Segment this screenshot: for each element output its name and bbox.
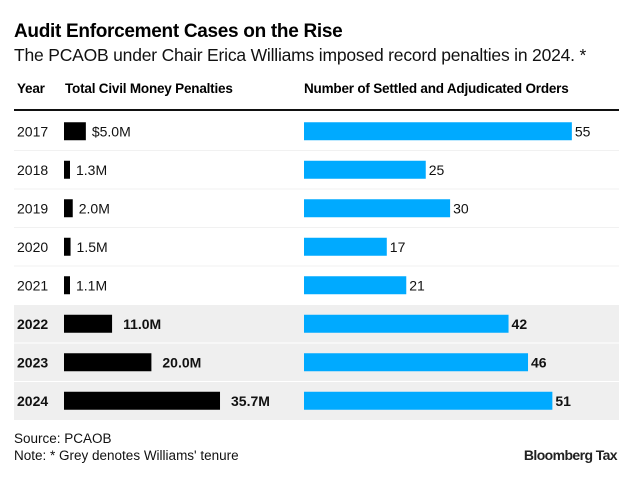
orders-value-label: 51 bbox=[555, 393, 571, 409]
orders-bar bbox=[304, 314, 509, 333]
chart-title: Audit Enforcement Cases on the Rise bbox=[14, 21, 343, 42]
penalty-value-label: $5.0M bbox=[92, 123, 131, 139]
year-label: 2024 bbox=[17, 393, 48, 409]
orders-value-label: 21 bbox=[409, 277, 425, 293]
orders-bar bbox=[304, 237, 387, 256]
penalty-value-label: 35.7M bbox=[231, 393, 270, 409]
column-header-penalties: Total Civil Money Penalties bbox=[65, 81, 233, 96]
orders-value-label: 30 bbox=[453, 200, 469, 216]
year-label: 2021 bbox=[17, 277, 48, 293]
penalty-bar bbox=[64, 237, 71, 256]
orders-value-label: 42 bbox=[512, 316, 528, 332]
orders-bar bbox=[304, 122, 572, 141]
year-label: 2023 bbox=[17, 354, 48, 370]
penalty-bar bbox=[64, 122, 86, 141]
column-header-orders: Number of Settled and Adjudicated Orders bbox=[304, 81, 569, 96]
penalty-value-label: 11.0M bbox=[123, 316, 161, 332]
penalty-bar bbox=[64, 314, 113, 333]
penalty-value-label: 1.1M bbox=[76, 277, 107, 293]
penalty-value-label: 1.3M bbox=[76, 162, 107, 178]
year-label: 2019 bbox=[17, 200, 48, 216]
penalty-value-label: 20.0M bbox=[162, 354, 201, 370]
penalty-bar bbox=[64, 353, 152, 372]
year-label: 2018 bbox=[17, 162, 48, 178]
penalty-bar bbox=[64, 199, 73, 218]
orders-value-label: 55 bbox=[575, 123, 591, 139]
penalty-bar bbox=[64, 391, 221, 410]
orders-bar bbox=[304, 199, 451, 218]
year-label: 2017 bbox=[17, 123, 48, 139]
orders-value-label: 25 bbox=[429, 162, 445, 178]
orders-bar bbox=[304, 276, 407, 295]
footnote: Note: * Grey denotes Williams' tenure bbox=[14, 448, 239, 463]
penalty-value-label: 1.5M bbox=[77, 239, 108, 255]
orders-value-label: 46 bbox=[531, 354, 547, 370]
penalty-bar bbox=[64, 276, 70, 295]
brand-logo: Bloomberg Tax bbox=[523, 447, 618, 463]
year-label: 2020 bbox=[17, 239, 48, 255]
orders-bar bbox=[304, 160, 426, 179]
column-header-year: Year bbox=[17, 81, 45, 96]
year-label: 2022 bbox=[17, 316, 48, 332]
orders-bar bbox=[304, 353, 529, 372]
orders-bar bbox=[304, 391, 553, 410]
penalty-bar bbox=[64, 160, 70, 179]
source-note: Source: PCAOB bbox=[14, 431, 112, 446]
header-rule bbox=[14, 109, 619, 111]
chart-subtitle: The PCAOB under Chair Erica Williams imp… bbox=[14, 45, 587, 65]
orders-value-label: 17 bbox=[390, 239, 406, 255]
penalty-value-label: 2.0M bbox=[79, 200, 110, 216]
